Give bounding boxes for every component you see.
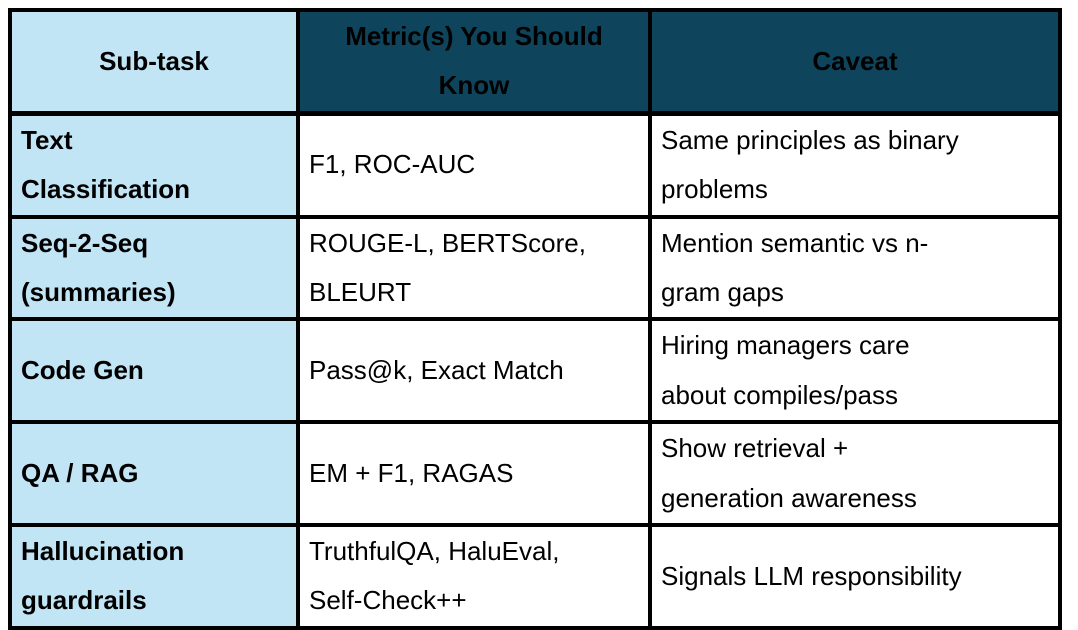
metrics-table: Sub-task Metric(s) You Should Know Cavea… xyxy=(8,7,1062,630)
table-row: Code Gen Pass@k, Exact Match Hiring mana… xyxy=(8,317,1062,425)
table-row: Text Classification F1, ROC-AUC Same pri… xyxy=(8,111,1062,219)
cell-subtask: Code Gen xyxy=(8,317,300,425)
metrics-table-container: Sub-task Metric(s) You Should Know Cavea… xyxy=(8,7,1062,630)
table-row: QA / RAG EM + F1, RAGAS Show retrieval +… xyxy=(8,420,1062,527)
cell-subtask: QA / RAG xyxy=(8,420,300,527)
cell-subtask: Seq-2-Seq (summaries) xyxy=(8,214,300,322)
cell-caveat: Same principles as binary problems xyxy=(648,111,1062,219)
table-row: Hallucination guardrails TruthfulQA, Hal… xyxy=(8,522,1062,630)
header-subtask: Sub-task xyxy=(8,7,300,116)
cell-metrics: ROUGE-L, BERTScore, BLEURT xyxy=(296,214,652,322)
cell-metrics: F1, ROC-AUC xyxy=(296,111,652,219)
cell-subtask: Hallucination guardrails xyxy=(8,522,300,630)
table-header-row: Sub-task Metric(s) You Should Know Cavea… xyxy=(8,7,1062,116)
cell-caveat: Show retrieval + generation awareness xyxy=(648,420,1062,527)
cell-caveat: Mention semantic vs n- gram gaps xyxy=(648,214,1062,322)
table-row: Seq-2-Seq (summaries) ROUGE-L, BERTScore… xyxy=(8,214,1062,322)
cell-caveat: Hiring managers care about compiles/pass xyxy=(648,317,1062,425)
cell-metrics: EM + F1, RAGAS xyxy=(296,420,652,527)
cell-metrics: Pass@k, Exact Match xyxy=(296,317,652,425)
header-caveat: Caveat xyxy=(648,7,1062,116)
cell-subtask: Text Classification xyxy=(8,111,300,219)
cell-caveat: Signals LLM responsibility xyxy=(648,522,1062,630)
cell-metrics: TruthfulQA, HaluEval, Self-Check++ xyxy=(296,522,652,630)
header-metrics: Metric(s) You Should Know xyxy=(296,7,652,116)
